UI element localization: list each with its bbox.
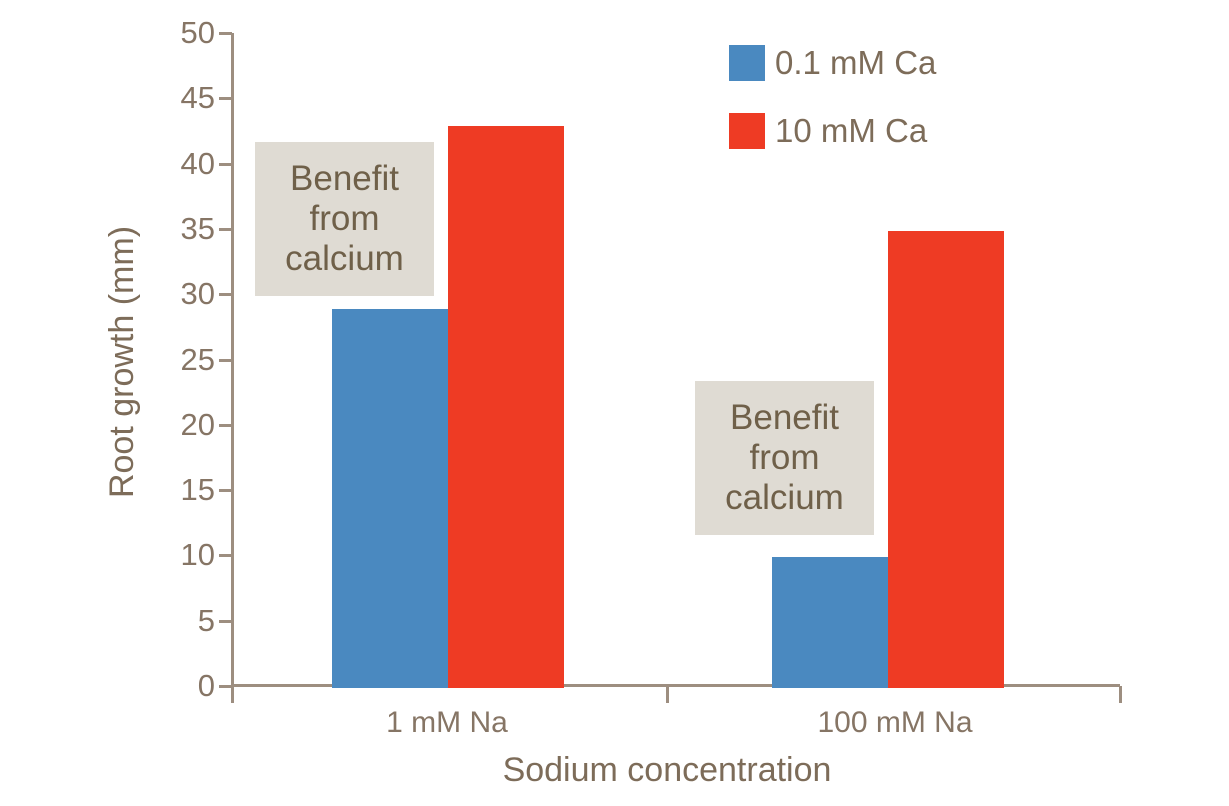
y-axis-line [231, 33, 234, 703]
y-tick-mark-40 [219, 162, 232, 166]
y-tick-label-15: 15 [180, 472, 215, 508]
legend-swatch-red [729, 113, 765, 149]
bar-0.1-mm-ca-1-mm-na [332, 309, 448, 688]
legend-swatch-blue [729, 45, 765, 81]
legend-item-high-calcium: 10 mM Ca [729, 112, 936, 149]
y-tick-mark-25 [219, 358, 232, 362]
y-tick-label-40: 40 [180, 145, 215, 181]
legend-label-high-calcium: 10 mM Ca [775, 112, 928, 149]
y-tick-label-0: 0 [197, 668, 215, 703]
x-axis-line [231, 684, 1120, 687]
x-tick-mark-1 [666, 686, 669, 703]
x-category-label-100-mm-na: 100 mM Na [817, 706, 973, 739]
y-tick-label-20: 20 [180, 406, 215, 442]
y-tick-mark-10 [219, 554, 232, 558]
x-axis-title: Sodium concentration [502, 751, 832, 789]
y-tick-label-30: 30 [180, 276, 215, 312]
y-tick-label-25: 25 [180, 341, 215, 377]
y-tick-mark-50 [219, 32, 232, 35]
legend-item-low-calcium: 0.1 mM Ca [729, 44, 937, 81]
y-tick-mark-5 [219, 619, 232, 623]
y-tick-mark-0 [219, 685, 232, 688]
annotation-benefit-from-calcium-2: Benefit from calcium [695, 381, 874, 535]
annotation-benefit-from-calcium-1: Benefit from calcium [255, 142, 434, 296]
x-tick-mark-2 [1119, 686, 1122, 703]
bar-10-mm-ca-1-mm-na [448, 126, 564, 688]
y-tick-mark-35 [219, 227, 232, 231]
y-tick-mark-15 [219, 489, 232, 493]
legend-label-low-calcium: 0.1 mM Ca [775, 44, 937, 81]
legend: 0.1 mM Ca 10 mM Ca [729, 44, 937, 181]
y-tick-mark-20 [219, 423, 232, 427]
y-tick-label-35: 35 [180, 210, 215, 246]
y-tick-mark-45 [219, 97, 232, 101]
bar-10-mm-ca-100-mm-na [888, 231, 1004, 688]
y-tick-label-45: 45 [180, 80, 215, 116]
y-tick-label-5: 5 [197, 602, 215, 638]
y-tick-mark-30 [219, 293, 232, 297]
x-category-label-1-mm-na: 1 mM Na [386, 706, 508, 739]
y-tick-label-50: 50 [180, 15, 215, 50]
y-tick-label-10: 10 [180, 537, 215, 573]
bar-0.1-mm-ca-100-mm-na [772, 557, 888, 688]
